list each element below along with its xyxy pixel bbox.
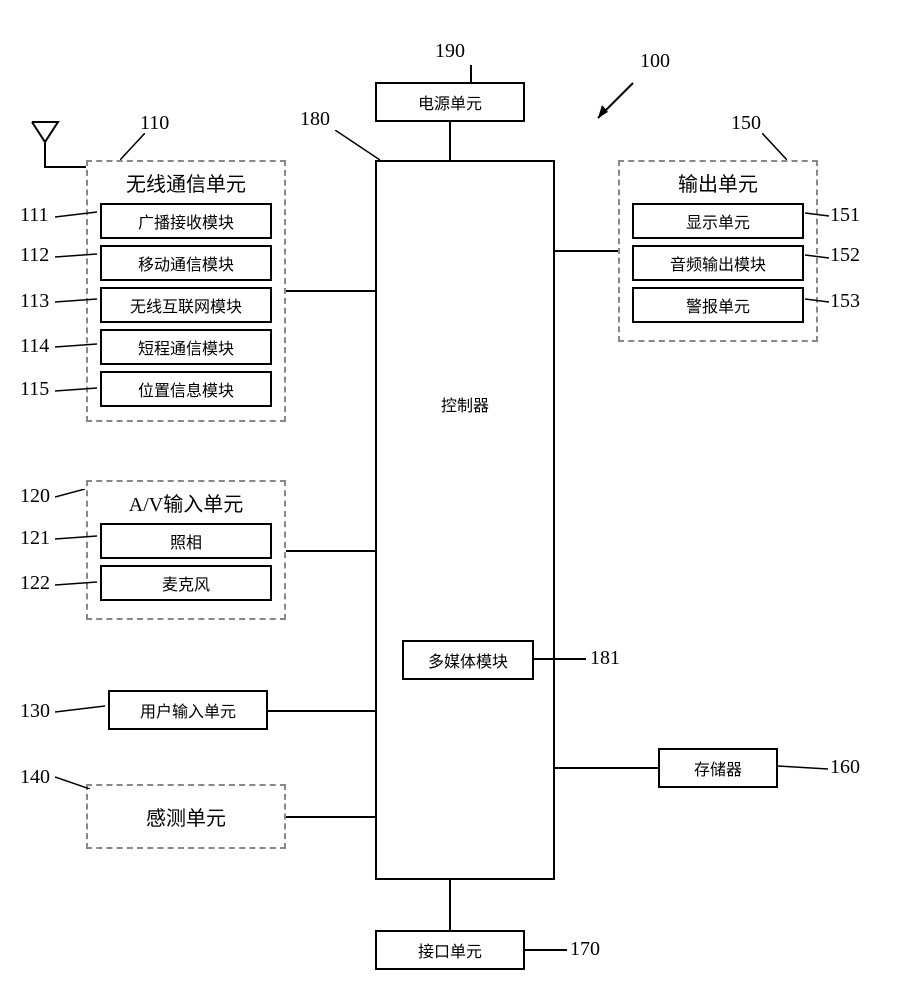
wireless-title: 无线通信单元 [88,168,284,197]
power-lead [470,65,472,82]
mem-lead [778,764,828,772]
sensing-box: 感测单元 [86,784,286,849]
av-title: A/V输入单元 [88,488,284,517]
w-num-0: 111 [20,204,49,227]
w-num-3: 114 [20,335,49,358]
sensing-num: 140 [20,766,50,789]
iface-lead [525,949,567,951]
output-item-0: 显示单元 [632,203,804,239]
antenna-line [45,166,86,168]
controller-num: 180 [300,108,330,131]
w-lead-2 [55,297,97,305]
wireless-item-0: 广播接收模块 [100,203,272,239]
w-lead-4 [55,386,97,394]
o-num-1: 152 [830,244,860,267]
multimedia-num: 181 [590,647,620,670]
memory-num: 160 [830,756,860,779]
mem-to-ctrl [555,767,658,769]
interface-num: 170 [570,938,600,961]
av-unit-box: A/V输入单元 照相 麦克风 [86,480,286,620]
ui-lead [55,704,105,714]
av-to-ctrl [286,550,375,552]
controller-text: 控制器 [441,392,489,416]
interface-box: 接口单元 [375,930,525,970]
multimedia-box: 多媒体模块 [402,640,534,680]
o-lead-1 [805,253,829,261]
memory-text: 存储器 [694,756,742,780]
av-num-0: 121 [20,527,50,550]
o-lead-0 [805,211,829,219]
wireless-num: 110 [140,112,169,135]
output-title: 输出单元 [620,168,816,197]
output-num: 150 [731,112,761,135]
sensing-text: 感测单元 [146,802,226,831]
output-unit-box: 输出单元 显示单元 音频输出模块 警报单元 [618,160,818,342]
w-lead-1 [55,252,97,260]
sensing-to-ctrl [286,816,375,818]
ctrl-lead [335,130,380,160]
av-item-1: 麦克风 [100,565,272,601]
av-lead-0 [55,534,97,542]
power-unit-text: 电源单元 [418,90,482,114]
user-input-num: 130 [20,700,50,723]
system-label: 100 [640,50,670,73]
wireless-item-4: 位置信息模块 [100,371,272,407]
controller-box: 控制器 多媒体模块 [375,160,555,880]
power-to-ctrl [449,122,451,160]
w-lead-3 [55,342,97,350]
av-num-1: 122 [20,572,50,595]
wireless-item-1: 移动通信模块 [100,245,272,281]
interface-text: 接口单元 [418,938,482,962]
w-num-1: 112 [20,244,49,267]
ctrl-to-iface [449,880,451,930]
diagram-canvas: 100 电源单元 190 控制器 多媒体模块 180 181 无线通信单元 广播… [0,0,914,1000]
output-to-ctrl [555,250,618,252]
o-lead-2 [805,297,829,305]
output-item-1: 音频输出模块 [632,245,804,281]
output-lead [762,133,787,160]
wireless-item-2: 无线互联网模块 [100,287,272,323]
wireless-item-3: 短程通信模块 [100,329,272,365]
av-num: 120 [20,485,50,508]
av-lead [55,489,85,499]
w-num-2: 113 [20,290,49,313]
system-arrow [588,78,638,128]
user-input-box: 用户输入单元 [108,690,268,730]
w-num-4: 115 [20,378,49,401]
ui-to-ctrl [268,710,375,712]
wireless-unit-box: 无线通信单元 广播接收模块 移动通信模块 无线互联网模块 短程通信模块 位置信息… [86,160,286,422]
w-lead-0 [55,210,97,220]
memory-box: 存储器 [658,748,778,788]
mm-lead [532,658,586,660]
wireless-to-ctrl [286,290,375,292]
o-num-2: 153 [830,290,860,313]
multimedia-text: 多媒体模块 [428,648,508,672]
power-unit-box: 电源单元 [375,82,525,122]
av-lead-1 [55,580,97,588]
av-item-0: 照相 [100,523,272,559]
output-item-2: 警报单元 [632,287,804,323]
antenna-icon [30,120,60,168]
o-num-0: 151 [830,204,860,227]
power-num: 190 [435,40,465,63]
sensing-lead [55,774,90,789]
user-input-text: 用户输入单元 [140,698,236,722]
wireless-lead [120,133,145,160]
